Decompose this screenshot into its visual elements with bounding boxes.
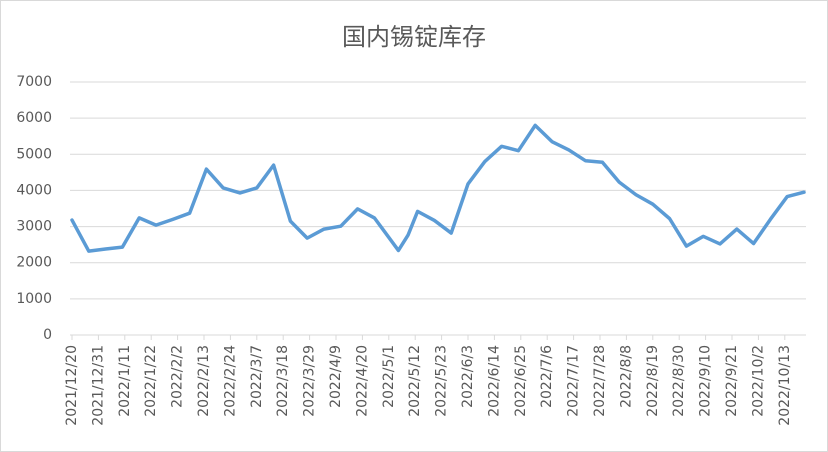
x-tick-label: 2022/5/23 xyxy=(434,345,450,417)
x-tick-label: 2022/1/11 xyxy=(117,345,133,417)
y-tick-label: 4000 xyxy=(16,182,52,198)
y-tick-label: 3000 xyxy=(16,219,52,235)
x-tick-label: 2022/6/3 xyxy=(460,345,476,408)
x-tick-label: 2022/7/17 xyxy=(566,345,582,417)
y-tick-label: 1000 xyxy=(16,291,52,307)
y-tick-label: 7000 xyxy=(16,74,52,90)
x-tick-label: 2022/3/18 xyxy=(275,345,291,417)
x-tick-label: 2022/4/9 xyxy=(328,345,344,408)
y-tick-label: 5000 xyxy=(16,146,52,162)
x-tick-label: 2022/7/28 xyxy=(592,345,608,417)
series-line xyxy=(70,123,806,253)
x-tick-label: 2022/4/20 xyxy=(354,345,370,417)
chart-title: 国内锡锭库存 xyxy=(342,23,486,51)
y-tick-label: 2000 xyxy=(16,255,52,271)
x-tick-label: 2022/3/7 xyxy=(249,345,265,408)
x-tick-label: 2022/2/13 xyxy=(196,345,212,417)
x-tick-label: 2022/6/25 xyxy=(513,345,529,417)
x-tick-label: 2022/6/14 xyxy=(486,345,502,417)
x-tick-label: 2022/5/1 xyxy=(381,345,397,408)
x-tick-label: 2022/3/29 xyxy=(302,345,318,417)
x-tick-label: 2022/1/22 xyxy=(143,345,159,417)
x-tick-label: 2022/9/21 xyxy=(724,345,740,417)
x-tick-label: 2022/10/13 xyxy=(777,345,793,426)
x-tick-label: 2022/2/24 xyxy=(222,345,238,417)
x-tick-label: 2022/8/30 xyxy=(671,345,687,417)
x-tick-label: 2021/12/20 xyxy=(64,345,80,426)
x-tick-label: 2021/12/31 xyxy=(90,345,106,426)
y-tick-label: 6000 xyxy=(16,110,52,126)
y-tick-label: 0 xyxy=(43,327,52,343)
x-tick-label: 2022/5/12 xyxy=(407,345,423,417)
x-tick-label: 2022/7/6 xyxy=(539,345,555,408)
x-tick-label: 2022/8/8 xyxy=(618,345,634,408)
x-tick-label: 2022/2/2 xyxy=(170,345,186,408)
x-tick-label: 2022/8/19 xyxy=(645,345,661,417)
x-tick-label: 2022/9/10 xyxy=(698,345,714,417)
x-tick-label: 2022/10/2 xyxy=(750,345,766,417)
